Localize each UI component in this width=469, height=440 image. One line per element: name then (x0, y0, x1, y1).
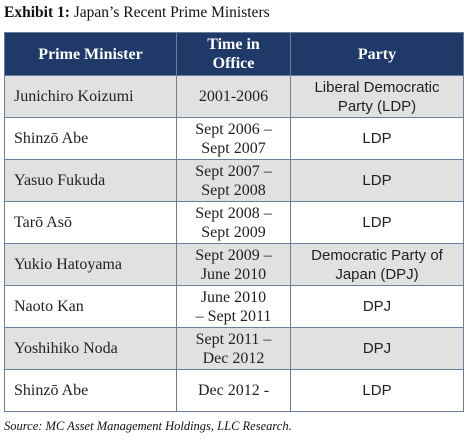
table-row: Yoshihiko Noda Sept 2011 – Dec 2012 DPJ (4, 327, 464, 370)
name-cell: Yoshihiko Noda (4, 327, 177, 370)
name-cell: Tarō Asō (4, 201, 177, 244)
party-cell: Democratic Party of Japan (DPJ) (290, 243, 464, 286)
party-cell: LDP (290, 201, 464, 244)
name-cell: Shinzō Abe (4, 117, 177, 160)
table-row: Shinzō Abe Dec 2012 - LDP (4, 369, 464, 412)
party-cell: DPJ (290, 327, 464, 370)
party-cell: LDP (290, 159, 464, 202)
table-row: Shinzō Abe Sept 2006 – Sept 2007 LDP (4, 117, 464, 160)
pm-table: Prime Minister Time in Office Party Junich… (4, 32, 464, 412)
party-cell: Liberal Democratic Party (LDP) (290, 75, 464, 118)
name-cell: Yasuo Fukuda (4, 159, 177, 202)
term-cell: Sept 2006 – Sept 2007 (176, 117, 291, 160)
table-body: Junichiro Koizumi 2001-2006 Liberal Democr… (4, 75, 464, 412)
term-cell: Sept 2011 – Dec 2012 (176, 327, 291, 370)
party-cell: LDP (290, 369, 464, 412)
table-row: Yukio Hatoyama Sept 2009 – June 2010 Democ… (4, 243, 464, 286)
table-row: Yasuo Fukuda Sept 2007 – Sept 2008 LDP (4, 159, 464, 202)
party-cell: DPJ (290, 285, 464, 328)
header-row: Prime Minister Time in Office Party (4, 32, 464, 76)
column-header: Party (290, 32, 464, 76)
term-cell: Dec 2012 - (176, 369, 291, 412)
source-note: Source: MC Asset Management Holdings, LL… (4, 419, 292, 433)
name-cell: Shinzō Abe (4, 369, 177, 412)
table-row: Tarō Asō Sept 2008 – Sept 2009 LDP (4, 201, 464, 244)
column-header: Time in Office (176, 32, 291, 76)
name-cell: Naoto Kan (4, 285, 177, 328)
term-cell: Sept 2008 – Sept 2009 (176, 201, 291, 244)
table-head: Prime Minister Time in Office Party (4, 32, 464, 76)
table-row: Junichiro Koizumi 2001-2006 Liberal Democr… (4, 75, 464, 118)
name-cell: Yukio Hatoyama (4, 243, 177, 286)
name-cell: Junichiro Koizumi (4, 75, 177, 118)
exhibit-label: Exhibit 1: (4, 4, 70, 21)
table-row: Naoto Kan June 2010 – Sept 2011 DPJ (4, 285, 464, 328)
term-cell: June 2010 – Sept 2011 (176, 285, 291, 328)
title-text: Japan’s Recent Prime Ministers (73, 4, 270, 21)
column-header: Prime Minister (4, 32, 177, 76)
party-cell: LDP (290, 117, 464, 160)
exhibit-title: Exhibit 1: Japan’s Recent Prime Minister… (4, 4, 270, 22)
term-cell: Sept 2007 – Sept 2008 (176, 159, 291, 202)
term-cell: Sept 2009 – June 2010 (176, 243, 291, 286)
term-cell: 2001-2006 (176, 75, 291, 118)
